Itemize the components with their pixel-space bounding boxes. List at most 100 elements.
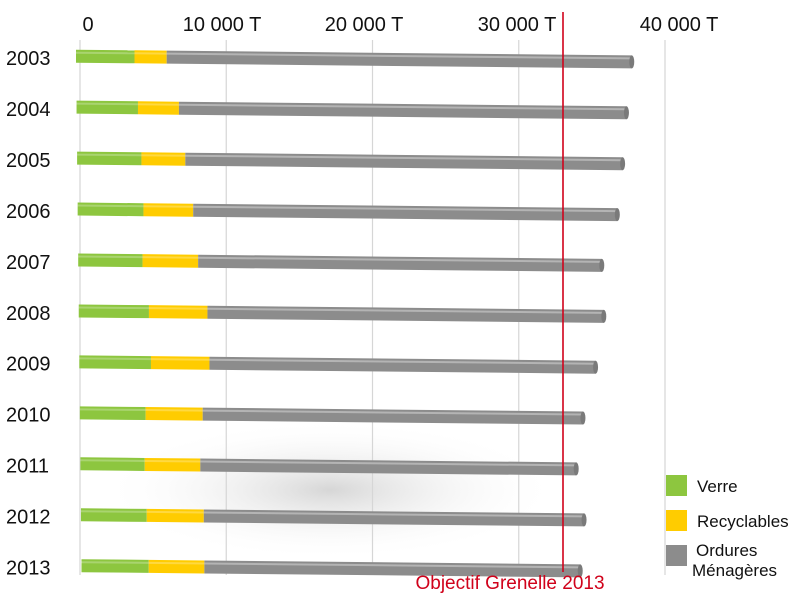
bar-highlight xyxy=(76,102,138,106)
bar-row-2005 xyxy=(77,151,626,171)
bar-verre-2010 xyxy=(79,406,146,421)
bar-row-2006 xyxy=(77,202,620,222)
bar-end-cap xyxy=(623,106,629,120)
bar-verre-2007 xyxy=(78,253,143,268)
bar-verre-2006 xyxy=(77,202,144,217)
year-label: 2005 xyxy=(6,150,51,172)
bar-recyclables-2012 xyxy=(146,508,204,523)
bar-ordures-menageres-2012 xyxy=(203,509,585,527)
bar-highlight xyxy=(144,459,201,463)
legend: Verre Recyclables Ordures Ménagères xyxy=(666,475,789,580)
bar-highlight xyxy=(204,562,581,569)
bar-recyclables-2003 xyxy=(134,50,167,64)
bar-row-2003 xyxy=(75,49,635,69)
y-axis-labels: 2003 2004 2005 2006 2007 2008 2009 2010 2011 2012… xyxy=(6,48,51,580)
bar-recyclables-2005 xyxy=(141,152,186,166)
bar-ordures-menageres-2007 xyxy=(198,254,602,272)
x-tick-label: 30 000 T xyxy=(478,14,557,36)
bar-recyclables-2007 xyxy=(142,254,199,268)
bar-highlight xyxy=(77,204,144,208)
bar-highlight xyxy=(77,153,142,157)
bar-end-cap xyxy=(593,360,599,374)
bar-verre-2013 xyxy=(81,559,149,573)
bar-highlight xyxy=(146,510,204,514)
floor-shadow xyxy=(100,420,560,560)
bar-row-2004 xyxy=(76,100,629,120)
bar-ordures-menageres-2004 xyxy=(178,101,627,120)
bar-ordures-menageres-2010 xyxy=(202,407,583,425)
legend-label-verre: Verre xyxy=(697,477,738,496)
bar-row-2008 xyxy=(78,304,607,323)
year-label: 2012 xyxy=(6,507,51,529)
bar-end-cap xyxy=(577,564,583,578)
year-label: 2010 xyxy=(6,405,51,427)
bar-recyclables-2008 xyxy=(148,305,208,319)
bar-highlight xyxy=(166,52,632,60)
bar-highlight xyxy=(148,561,205,565)
bar-ordures-menageres-2006 xyxy=(193,203,618,222)
x-tick-label: 10 000 T xyxy=(183,14,262,36)
bar-end-cap xyxy=(573,462,579,476)
bar-recyclables-2010 xyxy=(145,407,203,421)
bar-recyclables-2009 xyxy=(150,356,210,370)
bar-highlight xyxy=(203,511,585,518)
bar-recyclables-2011 xyxy=(144,457,201,472)
bar-end-cap xyxy=(599,258,605,272)
year-label: 2008 xyxy=(6,303,51,325)
bar-highlight xyxy=(193,205,618,213)
bar-ordures-menageres-2013 xyxy=(204,560,581,578)
bar-highlight xyxy=(143,205,194,208)
bar-highlight xyxy=(78,255,143,259)
bar-ordures-menageres-2003 xyxy=(166,50,632,69)
year-label: 2009 xyxy=(6,354,51,376)
legend-label-ordures-menageres: Ordures Ménagères xyxy=(692,541,777,580)
bar-highlight xyxy=(78,306,149,310)
bar-ordures-menageres-2005 xyxy=(185,152,623,171)
bar-verre-2008 xyxy=(78,304,149,319)
x-tick-label: 0 xyxy=(82,14,93,36)
bar-recyclables-2013 xyxy=(148,559,205,574)
bar-row-2010 xyxy=(79,406,586,425)
legend-swatch-recyclables xyxy=(666,510,687,531)
bar-recyclables-2006 xyxy=(143,203,194,217)
bar-end-cap xyxy=(580,411,586,425)
bar-row-2009 xyxy=(79,355,599,374)
bar-highlight xyxy=(79,357,151,361)
legend-label-recyclables: Recyclables xyxy=(697,512,789,531)
year-label: 2013 xyxy=(6,558,51,580)
target-label: Objectif Grenelle 2013 xyxy=(415,573,604,594)
bar-verre-2005 xyxy=(77,151,142,166)
bar-ordures-menageres-2009 xyxy=(209,356,596,374)
bar-highlight xyxy=(209,358,596,365)
bar-highlight xyxy=(185,154,623,162)
bar-highlight xyxy=(80,459,145,462)
bar-end-cap xyxy=(581,513,587,527)
x-tick-label: 40 000 T xyxy=(640,14,719,36)
bar-highlight xyxy=(148,307,208,310)
bar-end-cap xyxy=(629,55,635,69)
bar-highlight xyxy=(150,358,210,361)
bar-verre-2012 xyxy=(80,508,147,522)
bar-verre-2003 xyxy=(76,49,135,64)
bar-highlight xyxy=(145,409,203,412)
bar-recyclables-2004 xyxy=(137,101,179,115)
year-label: 2004 xyxy=(6,99,51,121)
bar-ordures-menageres-2011 xyxy=(200,458,577,476)
bar-verre-2011 xyxy=(80,457,145,471)
bar-row-2007 xyxy=(78,253,605,272)
year-label: 2006 xyxy=(6,201,51,223)
bar-highlight xyxy=(202,409,583,416)
legend-swatch-verre xyxy=(666,475,687,496)
bar-highlight xyxy=(198,256,602,263)
bar-highlight xyxy=(178,103,627,111)
bar-highlight xyxy=(75,51,135,55)
legend-swatch-ordures-menageres xyxy=(666,545,687,566)
year-label: 2007 xyxy=(6,252,51,274)
bars xyxy=(75,49,635,578)
x-tick-label: 20 000 T xyxy=(325,14,404,36)
bar-verre-2009 xyxy=(79,355,151,370)
bar-end-cap xyxy=(614,208,620,222)
bar-verre-2004 xyxy=(76,100,138,115)
bar-highlight xyxy=(80,510,147,513)
